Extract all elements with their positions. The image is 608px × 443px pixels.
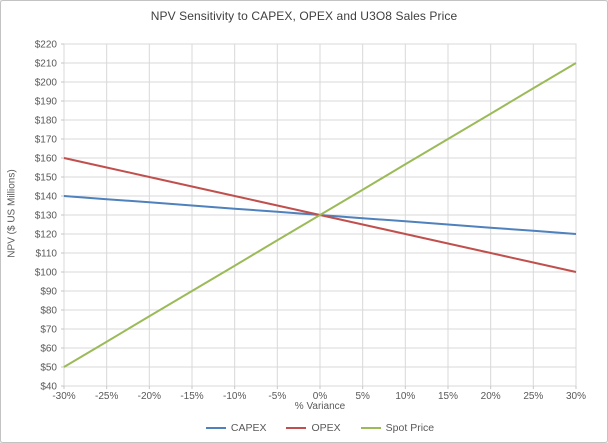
x-tick-label: -30%: [52, 391, 75, 402]
y-tick-label: $170: [35, 135, 58, 146]
x-tick-label: 20%: [481, 391, 501, 402]
y-tick-label: $220: [35, 40, 58, 51]
x-tick-label: -15%: [180, 391, 203, 402]
x-tick-label: 5%: [355, 391, 370, 402]
y-tick-label: $40: [40, 382, 57, 393]
y-tick-label: $80: [40, 306, 57, 317]
legend-item-spot-price: Spot Price: [360, 422, 435, 434]
x-tick-label: 0%: [313, 391, 328, 402]
legend-label: Spot Price: [385, 422, 435, 434]
x-tick-label: -25%: [95, 391, 118, 402]
legend-item-opex: OPEX: [286, 422, 341, 434]
x-tick-label: 25%: [523, 391, 543, 402]
y-tick-label: $100: [35, 268, 58, 279]
legend: CAPEX OPEX Spot Price: [64, 420, 576, 436]
series-line-spot-price: [63, 62, 577, 368]
chart-title: NPV Sensitivity to CAPEX, OPEX and U3O8 …: [150, 9, 458, 23]
y-tick-label: $200: [35, 78, 58, 89]
y-tick-label: $110: [35, 249, 57, 260]
y-tick-label: $140: [35, 192, 58, 203]
y-tick-label: $120: [35, 230, 58, 241]
y-tick-label: $60: [40, 344, 57, 355]
legend-item-capex: CAPEX: [205, 422, 267, 434]
x-axis-title: % Variance: [294, 401, 346, 412]
x-tick-label: 10%: [395, 391, 415, 402]
x-tick-label: 15%: [438, 391, 458, 402]
legend-label: CAPEX: [230, 422, 267, 434]
x-tick-label: -10%: [223, 391, 246, 402]
y-tick-label: $150: [35, 173, 58, 184]
legend-label: OPEX: [311, 422, 341, 434]
legend-line-swatch: [205, 427, 226, 429]
x-tick-label: -20%: [138, 391, 161, 402]
y-tick-label: $130: [35, 211, 58, 222]
y-tick-label: $160: [35, 154, 58, 165]
legend-line-swatch: [286, 427, 307, 429]
legend-line-swatch: [360, 427, 381, 429]
y-tick-label: $210: [35, 59, 58, 70]
y-tick-label: $180: [35, 116, 58, 127]
y-tick-label: $70: [40, 325, 57, 336]
x-tick-label: 30%: [566, 391, 586, 402]
y-tick-label: $90: [40, 287, 57, 298]
x-tick-label: -5%: [268, 391, 286, 402]
y-tick-label: $190: [35, 97, 58, 108]
y-tick-label: $50: [40, 363, 57, 374]
